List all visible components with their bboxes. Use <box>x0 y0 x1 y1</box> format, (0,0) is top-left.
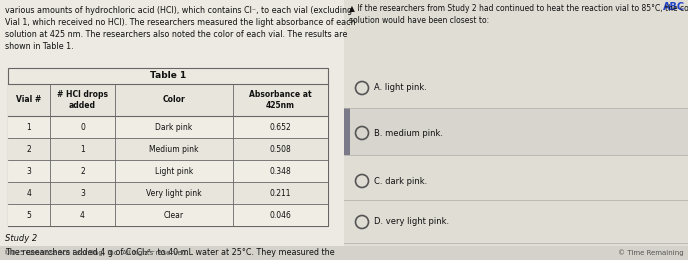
Text: Vial 1, which received no HCl). The researchers measured the light absorbance of: Vial 1, which received no HCl). The rese… <box>5 18 356 27</box>
Text: Light pink: Light pink <box>155 166 193 176</box>
Text: 4: 4 <box>80 211 85 219</box>
Bar <box>8 182 328 204</box>
Text: various amounts of hydrochloric acid (HCl), which contains Cl⁻, to each vial (ex: various amounts of hydrochloric acid (HC… <box>5 6 352 15</box>
Text: ABC: ABC <box>663 2 685 12</box>
Bar <box>0 246 688 260</box>
Bar <box>8 116 328 138</box>
Text: D. very light pink.: D. very light pink. <box>374 218 449 226</box>
Text: Vial #: Vial # <box>17 95 42 105</box>
Bar <box>8 68 328 226</box>
Text: # HCl drops
added: # HCl drops added <box>57 90 108 110</box>
Text: B. medium pink.: B. medium pink. <box>374 128 443 138</box>
Text: Absorbance at
425nm: Absorbance at 425nm <box>249 90 312 110</box>
Text: 2: 2 <box>27 145 32 153</box>
Text: C. dark pink.: C. dark pink. <box>374 177 427 185</box>
Text: 2: 2 <box>80 166 85 176</box>
Bar <box>344 108 688 155</box>
Text: A. light pink.: A. light pink. <box>374 83 427 93</box>
Bar <box>8 160 328 182</box>
Text: 0.348: 0.348 <box>270 166 292 176</box>
Text: Color: Color <box>162 95 185 105</box>
Bar <box>8 138 328 160</box>
Text: ©025 Renaissance Learning, Inc. All rights reserved.: ©025 Renaissance Learning, Inc. All righ… <box>4 250 189 256</box>
Text: Table 1: Table 1 <box>150 72 186 81</box>
Text: 4: 4 <box>27 188 32 198</box>
Text: The researchers added 4 g of CoCl₂²⁻ to 40 mL water at 25°C. They measured the: The researchers added 4 g of CoCl₂²⁻ to … <box>5 248 334 257</box>
Text: Dark pink: Dark pink <box>155 122 193 132</box>
Text: 3: 3 <box>80 188 85 198</box>
Text: ▲ If the researchers from Study 2 had continued to heat the reaction vial to 85°: ▲ If the researchers from Study 2 had co… <box>349 4 688 13</box>
Text: Clear: Clear <box>164 211 184 219</box>
Text: 5: 5 <box>27 211 32 219</box>
Text: Medium pink: Medium pink <box>149 145 199 153</box>
Text: 1: 1 <box>27 122 32 132</box>
Text: solution would have been closest to:: solution would have been closest to: <box>349 16 489 25</box>
Text: Very light pink: Very light pink <box>146 188 202 198</box>
Text: solution at 425 nm. The researchers also noted the color of each vial. The resul: solution at 425 nm. The researchers also… <box>5 30 347 39</box>
Text: 0.508: 0.508 <box>270 145 292 153</box>
Text: © Time Remaining: © Time Remaining <box>619 250 684 256</box>
Text: 0.211: 0.211 <box>270 188 291 198</box>
Bar <box>344 108 350 155</box>
Bar <box>0 0 344 246</box>
Text: shown in Table 1.: shown in Table 1. <box>5 42 74 51</box>
Bar <box>344 0 688 246</box>
Text: Study 2: Study 2 <box>5 234 37 243</box>
Text: 0.046: 0.046 <box>270 211 292 219</box>
Text: 3: 3 <box>27 166 32 176</box>
Text: 0: 0 <box>80 122 85 132</box>
Text: 1: 1 <box>80 145 85 153</box>
Bar <box>8 204 328 226</box>
Text: 0.652: 0.652 <box>270 122 292 132</box>
Bar <box>8 84 328 116</box>
